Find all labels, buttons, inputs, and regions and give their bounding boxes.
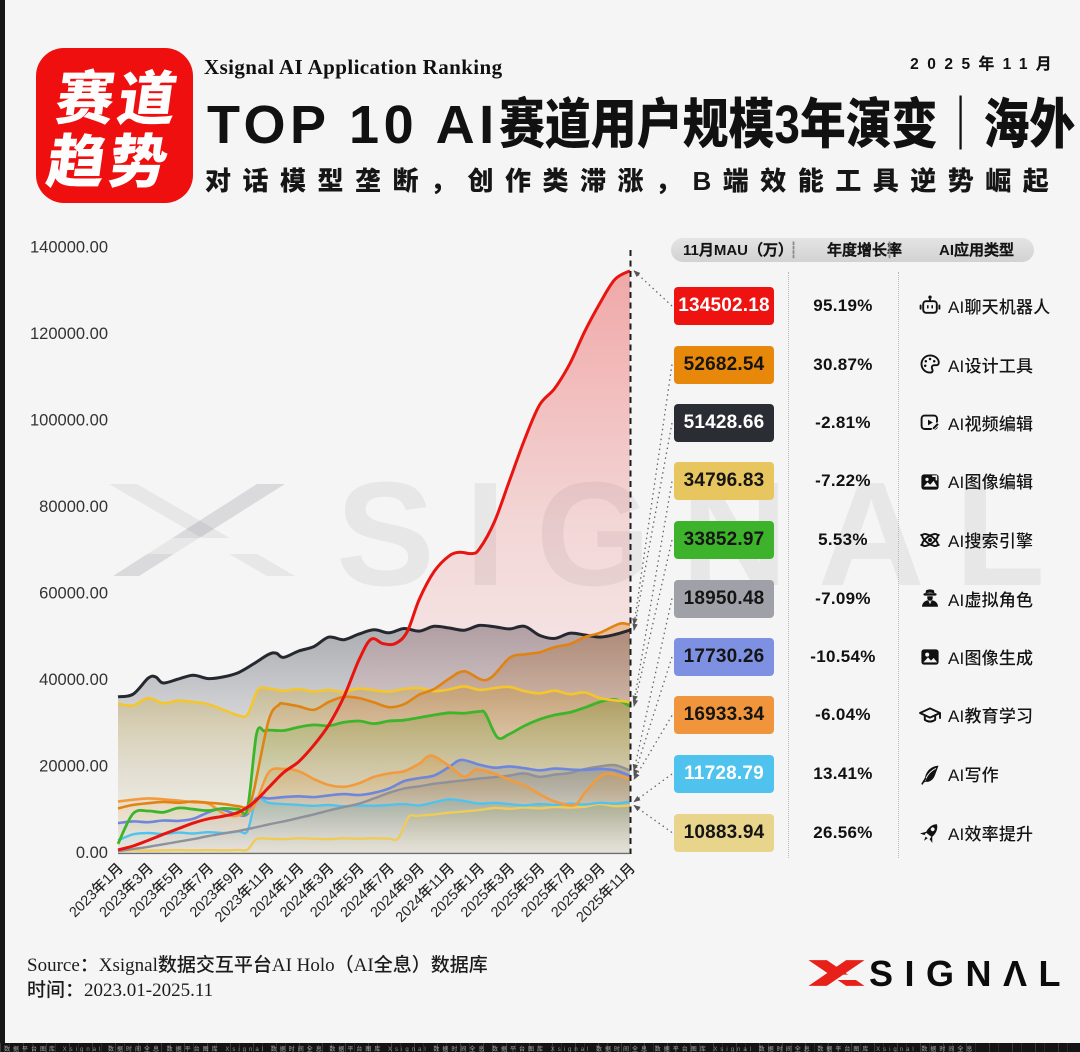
svg-text:40000.00: 40000.00 bbox=[39, 671, 108, 689]
svg-text:20000.00: 20000.00 bbox=[39, 758, 108, 776]
svg-text:60000.00: 60000.00 bbox=[39, 585, 108, 603]
svg-text:120000.00: 120000.00 bbox=[30, 325, 108, 343]
svg-text:0.00: 0.00 bbox=[76, 844, 108, 862]
svg-text:140000.00: 140000.00 bbox=[30, 239, 108, 257]
svg-text:100000.00: 100000.00 bbox=[30, 412, 108, 430]
svg-text:80000.00: 80000.00 bbox=[39, 498, 108, 516]
